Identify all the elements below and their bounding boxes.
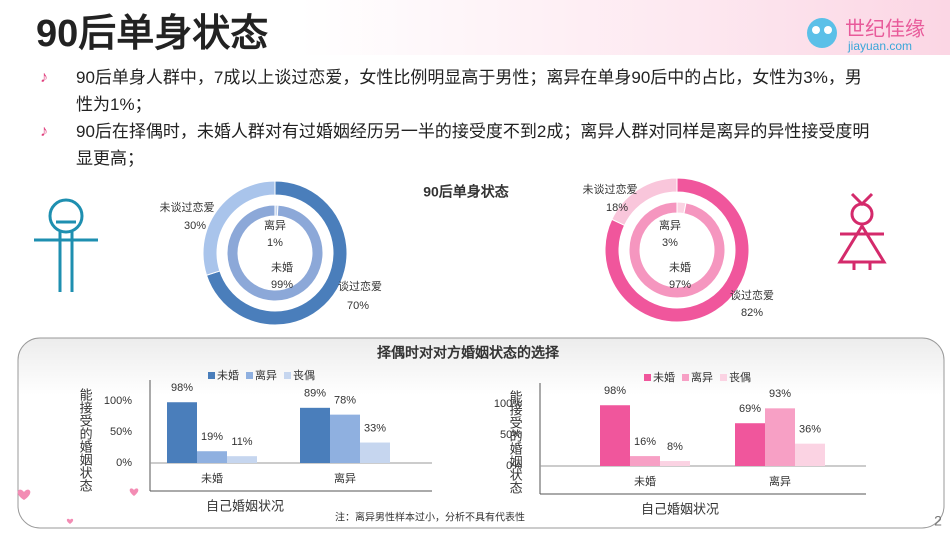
segment-value-label: 97% [669, 279, 691, 291]
bar-value-label: 8% [667, 441, 683, 453]
x-tick-label: 未婚 [201, 471, 223, 485]
bar-value-label: 36% [799, 424, 821, 436]
y-tick-label: 100% [104, 395, 132, 407]
head [850, 202, 874, 226]
legend-label: 离异 [255, 368, 277, 382]
bar [735, 423, 765, 466]
skirt [837, 223, 887, 264]
segment-label: 未婚 [271, 260, 293, 274]
segment-label: 未谈过恋爱 [160, 200, 215, 214]
x-axis-label: 自己婚姻状况 [206, 498, 284, 513]
bar-value-label: 98% [171, 382, 193, 394]
bullet: 90后在择偶时，未婚人群对有过婚姻经历另一半的接受度不到2成；离异人群对同样是离… [40, 118, 870, 172]
bar-value-label: 33% [364, 422, 386, 434]
bullet: 90后单身人群中，7成以上谈过恋爱，女性比例明显高于男性；离异在单身90后中的占… [40, 64, 870, 118]
bar-panel-title: 择偶时对对方婚姻状态的选择 [377, 345, 560, 361]
segment-value-label: 18% [606, 202, 628, 214]
bar-panel [17, 337, 945, 529]
segment-label: 离异 [264, 218, 286, 232]
bar-value-label: 93% [769, 388, 791, 400]
logo-eye [824, 26, 832, 34]
bar-value-label: 11% [231, 436, 252, 448]
legend-swatch [246, 372, 253, 379]
heart [17, 489, 31, 500]
y-axis-label: 能接受的婚姻状态 [78, 388, 93, 492]
bar [360, 442, 390, 463]
bar [600, 405, 630, 466]
segment-value-label: 70% [347, 300, 369, 312]
donut-segment [611, 177, 678, 226]
bar [765, 408, 795, 466]
page-number: 2 [934, 513, 942, 529]
donut-segment [604, 177, 750, 323]
heart [129, 488, 139, 496]
bar [795, 443, 825, 466]
bar-value-label: 78% [334, 395, 356, 407]
x-tick-label: 未婚 [634, 474, 656, 488]
segment-value-label: 99% [271, 279, 293, 291]
female-icon [837, 192, 887, 270]
logo-icon [807, 18, 837, 48]
bullet-list: 90后单身人群中，7成以上谈过恋爱，女性比例明显高于男性；离异在单身90后中的占… [40, 64, 870, 172]
segment-label: 未谈过恋爱 [583, 182, 638, 196]
header-band [300, 0, 950, 55]
legend-label: 丧偶 [293, 369, 315, 382]
slide-title: 90后单身状态 [36, 13, 268, 55]
segment-value-label: 30% [184, 220, 206, 232]
y-tick-label: 50% [500, 429, 522, 441]
donut-title: 90后单身状态 [423, 184, 509, 200]
legend-label: 未婚 [217, 368, 239, 382]
x-axis-label: 自己婚姻状况 [641, 501, 719, 516]
heart [66, 518, 74, 524]
segment-value-label: 1% [267, 237, 283, 249]
legend-swatch [284, 372, 291, 379]
segment-label: 谈过恋爱 [730, 288, 774, 302]
bar [167, 402, 197, 463]
male-icon [34, 198, 98, 292]
segment-label: 离异 [659, 218, 681, 232]
legend-swatch [644, 374, 651, 381]
segment-value-label: 3% [662, 237, 678, 249]
segment-label: 谈过恋爱 [338, 279, 382, 293]
bar-value-label: 89% [304, 388, 326, 400]
legend-label: 离异 [691, 370, 713, 384]
bar [300, 407, 330, 463]
legend-swatch [720, 374, 727, 381]
x-tick-label: 离异 [334, 471, 356, 485]
bar [630, 456, 660, 466]
logo-eye [812, 26, 820, 34]
y-tick-label: 0% [116, 457, 132, 469]
logo: 世纪佳缘 jiayuan.com [807, 17, 925, 53]
y-axis-label: 能接受的婚姻状态 [508, 390, 523, 494]
donut-segment [202, 180, 276, 276]
bar [330, 414, 360, 463]
legend-swatch [208, 372, 215, 379]
bar-value-label: 19% [201, 431, 223, 443]
bar [660, 461, 690, 466]
logo-name: 世纪佳缘 [845, 17, 925, 40]
bar [227, 456, 257, 463]
segment-value-label: 82% [741, 307, 763, 319]
segment-label: 未婚 [669, 260, 691, 274]
footnote: 注：离异男性样本过小，分析不具有代表性 [335, 511, 525, 524]
bar-value-label: 69% [739, 403, 761, 415]
donut-segment [226, 204, 324, 302]
bar-value-label: 98% [604, 385, 626, 397]
donut-segment [628, 201, 726, 299]
logo-url: jiayuan.com [847, 39, 912, 53]
y-tick-label: 50% [110, 426, 132, 438]
legend-swatch [682, 374, 689, 381]
bar-value-label: 16% [634, 436, 656, 448]
y-tick-label: 0% [506, 460, 522, 472]
legend-label: 丧偶 [729, 371, 751, 384]
y-tick-label: 100% [494, 398, 522, 410]
bar [197, 451, 227, 463]
head [48, 198, 84, 234]
x-tick-label: 离异 [769, 474, 791, 488]
legend-label: 未婚 [653, 370, 675, 384]
